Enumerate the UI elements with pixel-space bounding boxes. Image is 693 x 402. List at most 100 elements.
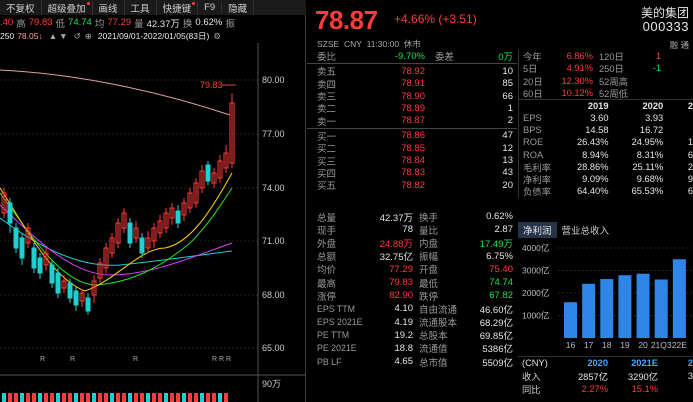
candlestick-chart[interactable]: 79.83 80.00 77.00 74.00 71.00 68.00 65.0… [0, 43, 306, 402]
crosshair-icon[interactable]: ⊕ [84, 30, 92, 41]
new-badge-icon [86, 1, 90, 5]
quote-header: 78.87 +4.66% (+3.51) 美的集团 000333 SZSE CN… [307, 0, 693, 50]
level-label: 卖三 [317, 92, 337, 104]
revenue-bar-chart: 4000亿 3000亿 2000亿 1000亿 16 17 18 19 20 21Q3 22E [522, 243, 693, 350]
ask-row[interactable]: 卖五 78.92 10 [307, 65, 517, 79]
toolbar-shortcut[interactable]: 快捷键 [157, 0, 199, 15]
stock-code[interactable]: 000333 [642, 19, 689, 34]
candle-body [67, 282, 73, 299]
toolbar-draw[interactable]: 画线 [93, 0, 125, 15]
candle-body [1, 192, 7, 214]
cell: 3290亿 [628, 371, 658, 382]
fin-value: 14.58 [585, 124, 609, 135]
ask-row[interactable]: 卖四 78.91 85 [307, 78, 517, 91]
bid-row[interactable]: 买二 78.85 12 [307, 142, 517, 156]
volume-bar [80, 393, 84, 402]
volume-bar [92, 393, 96, 402]
stock-name[interactable]: 美的集团 [640, 6, 689, 20]
cell: 15.1% [631, 383, 658, 394]
stat-label: 涨停 [317, 291, 337, 303]
cell: 3 [687, 370, 693, 381]
stat-row: 外盘 24.88万 内盘 17.49万 [307, 236, 517, 250]
level-price: 78.92 [401, 65, 425, 77]
gear-icon[interactable]: ⚙ [213, 30, 221, 41]
volume-bar [2, 393, 6, 402]
fin-year-header: 2019 2020 2 [519, 99, 693, 111]
fin-year: 2020 [642, 100, 664, 111]
level-label: 卖二 [317, 104, 337, 116]
fin-label: 毛利率 [523, 162, 551, 173]
candle-body [217, 160, 223, 179]
yoy-row: 同比 2.27% 15.1% [518, 382, 693, 395]
toolbar-no-adjust[interactable]: 不复权 [0, 0, 42, 15]
volume-bar [170, 393, 174, 402]
divider [307, 63, 517, 65]
ask-row[interactable]: 卖三 78.90 66 [307, 90, 517, 104]
ask-row[interactable]: 卖二 78.89 1 [307, 102, 517, 116]
quote-panel: 78.87 +4.66% (+3.51) 美的集团 000333 SZSE CN… [307, 0, 693, 402]
candle-body [91, 280, 97, 296]
down-arrow-icon[interactable]: ▼ [59, 31, 68, 41]
bid-row[interactable]: 买三 78.84 13 [307, 154, 517, 168]
candle-body [229, 102, 235, 164]
candle-body [13, 227, 19, 249]
stat-row: 总量 42.37万 换手 0.62% [307, 210, 517, 224]
fin-value: 8.94% [582, 149, 609, 160]
perf-label: 52周高 [599, 76, 628, 87]
perf-label: 52周低 [599, 89, 628, 100]
r-mark: R [70, 356, 75, 363]
volume-bar [212, 393, 216, 402]
level-label: 卖四 [317, 79, 337, 91]
tab-revenue[interactable]: 营业总收入 [561, 226, 610, 237]
volume-bar [56, 393, 60, 402]
fin-row: 负债率 64.40% 65.53% 6 [519, 185, 693, 197]
candle-body [97, 262, 103, 279]
bid-row[interactable]: 买五 78.82 20 [307, 179, 517, 193]
y-tick: 71.00 [262, 236, 285, 246]
bar-y-axis: 4000亿 3000亿 2000亿 1000亿 [522, 243, 549, 321]
avg-value: 77.29 [107, 17, 132, 28]
candle-body [109, 237, 115, 254]
perf-row: 5日 4.91% 250日 -1 [519, 62, 693, 74]
level-label: 卖一 [317, 116, 337, 128]
stat-value: 19.2 [394, 329, 414, 341]
stat-value: 6.75% [486, 250, 513, 262]
level-label: 买二 [317, 144, 337, 156]
fin-label: ROA [523, 149, 544, 160]
sync-icon[interactable]: ↺ [73, 30, 81, 41]
ask-row[interactable]: 卖一 78.87 2 [307, 114, 517, 128]
fin-row: 净利率 9.09% 9.68% 9 [519, 173, 693, 185]
bid-row[interactable]: 买一 78.86 47 [307, 130, 517, 143]
ask-levels: 卖五 78.92 10 卖四 78.91 85 卖三 78.90 66 卖二 78.89 1 卖一 78.… [307, 65, 517, 128]
toolbar-f9[interactable]: F9 [198, 2, 223, 13]
candle-body [223, 152, 229, 169]
finance-panel: 今年 6.86% 120日 1 5日 4.91% 250日 -1 20日 12.30% 52周高 60… [518, 50, 693, 198]
fin-value: 26.43% [576, 137, 609, 148]
volume-bar [152, 393, 156, 402]
high-value: 79.83 [28, 17, 53, 28]
annot-high: 79.83 [200, 80, 223, 90]
tab-net-profit[interactable]: 净利润 [518, 222, 557, 238]
volume-bar [128, 393, 132, 402]
revenue-row: 收入 2857亿 3290亿 3 [518, 369, 693, 382]
toolbar-overlay[interactable]: 超级叠加 [42, 0, 93, 15]
volume-bar [182, 393, 186, 402]
stat-value: 32.75亿 [379, 252, 413, 264]
r-mark: R R R [212, 356, 231, 363]
bid-levels: 买一 78.86 47 买二 78.85 12 买三 78.84 13 买四 78.83 43 买五 78… [307, 130, 517, 193]
toolbar-tools[interactable]: 工具 [125, 0, 157, 15]
fin-value: 9.68% [636, 174, 664, 185]
level-size: 20 [502, 179, 513, 191]
toolbar-hide[interactable]: 隐藏 [222, 0, 255, 15]
volume-bar [86, 393, 90, 402]
volume-bar [176, 393, 180, 402]
fin-value: 25.11% [632, 161, 664, 172]
volume-bar [62, 393, 66, 402]
stat-label: 流通值 [419, 344, 448, 356]
performance-table: 今年 6.86% 120日 1 5日 4.91% 250日 -1 20日 12.30% 52周高 60… [519, 50, 693, 99]
bid-row[interactable]: 买四 78.83 43 [307, 167, 517, 180]
level-price: 78.85 [401, 142, 425, 154]
stat-label: 总额 [317, 252, 337, 264]
volume-bar [26, 393, 30, 402]
up-arrow-icon[interactable]: ▲ [48, 31, 58, 41]
